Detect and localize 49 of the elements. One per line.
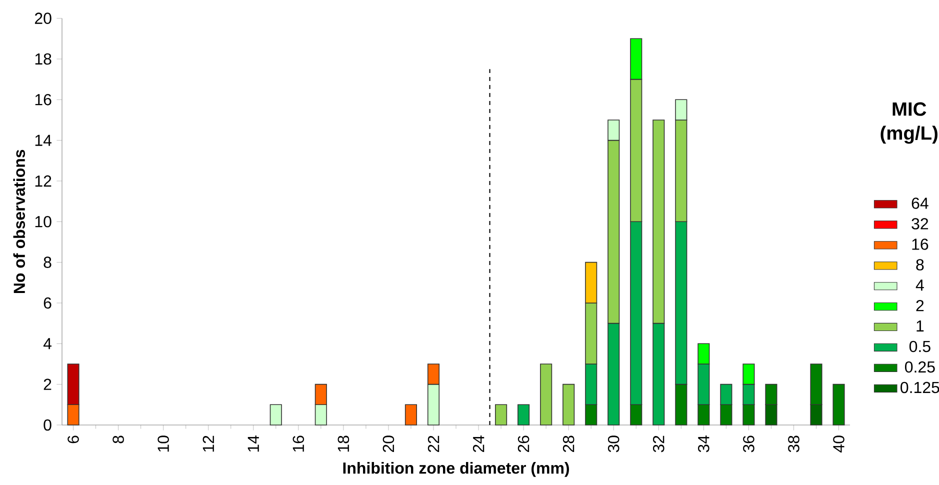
y-tick-label: 0 <box>44 419 52 431</box>
bar <box>518 404 530 426</box>
x-tick-label: 38 <box>788 436 800 452</box>
x-tick-label: 32 <box>652 436 664 452</box>
bar <box>562 384 575 426</box>
legend-label: 0.125 <box>900 382 939 394</box>
y-tick-label: 8 <box>44 256 52 268</box>
bar <box>495 404 508 426</box>
x-tick-label: 24 <box>472 436 484 452</box>
bar <box>404 404 418 426</box>
y-tick-label: 12 <box>35 175 52 187</box>
y-tick-label: 20 <box>34 12 52 24</box>
x-tick-label: 12 <box>202 436 214 452</box>
x-tick-label: 22 <box>428 436 440 452</box>
bar <box>270 404 282 426</box>
x-tick-label: 20 <box>382 436 394 452</box>
legend-label: 2 <box>916 300 924 312</box>
x-tick-label: 26 <box>518 436 530 452</box>
legend-label: 64 <box>912 198 928 209</box>
legend-title: MIC (mg/L) <box>880 102 938 144</box>
x-tick-label: 36 <box>743 436 754 452</box>
y-tick-label: 14 <box>35 134 52 146</box>
x-tick-label: 18 <box>338 436 350 452</box>
y-tick-label: 10 <box>35 216 52 228</box>
x-tick-label: 28 <box>562 436 574 452</box>
x-tick-label: 8 <box>112 436 124 444</box>
bar <box>540 364 552 426</box>
x-tick-label: 40 <box>833 436 844 452</box>
y-tick-label: 4 <box>43 338 52 350</box>
legend-label: 0.5 <box>909 340 930 352</box>
legend-label: 16 <box>912 238 928 250</box>
bar <box>832 384 845 426</box>
x-tick-label: 34 <box>698 436 710 452</box>
y-tick-label: 18 <box>35 53 52 65</box>
legend-label: 4 <box>916 280 924 291</box>
x-tick-label: 16 <box>292 436 304 452</box>
y-tick-label: 2 <box>44 378 52 390</box>
legend-label: 1 <box>916 320 924 332</box>
legend-label: 0.25 <box>904 361 935 373</box>
legend-label: 32 <box>912 218 928 230</box>
x-tick-label: 6 <box>68 436 79 444</box>
y-tick-label: 16 <box>35 94 52 106</box>
x-tick-label: 10 <box>158 436 169 452</box>
y-tick-label: 6 <box>44 297 52 309</box>
x-axis-title: Inhibition zone diameter (mm) <box>343 462 569 477</box>
x-tick-label: 30 <box>608 436 620 452</box>
y-axis-title: No of observations <box>13 150 26 294</box>
legend-label: 8 <box>916 259 924 270</box>
x-tick-label: 14 <box>248 436 259 452</box>
